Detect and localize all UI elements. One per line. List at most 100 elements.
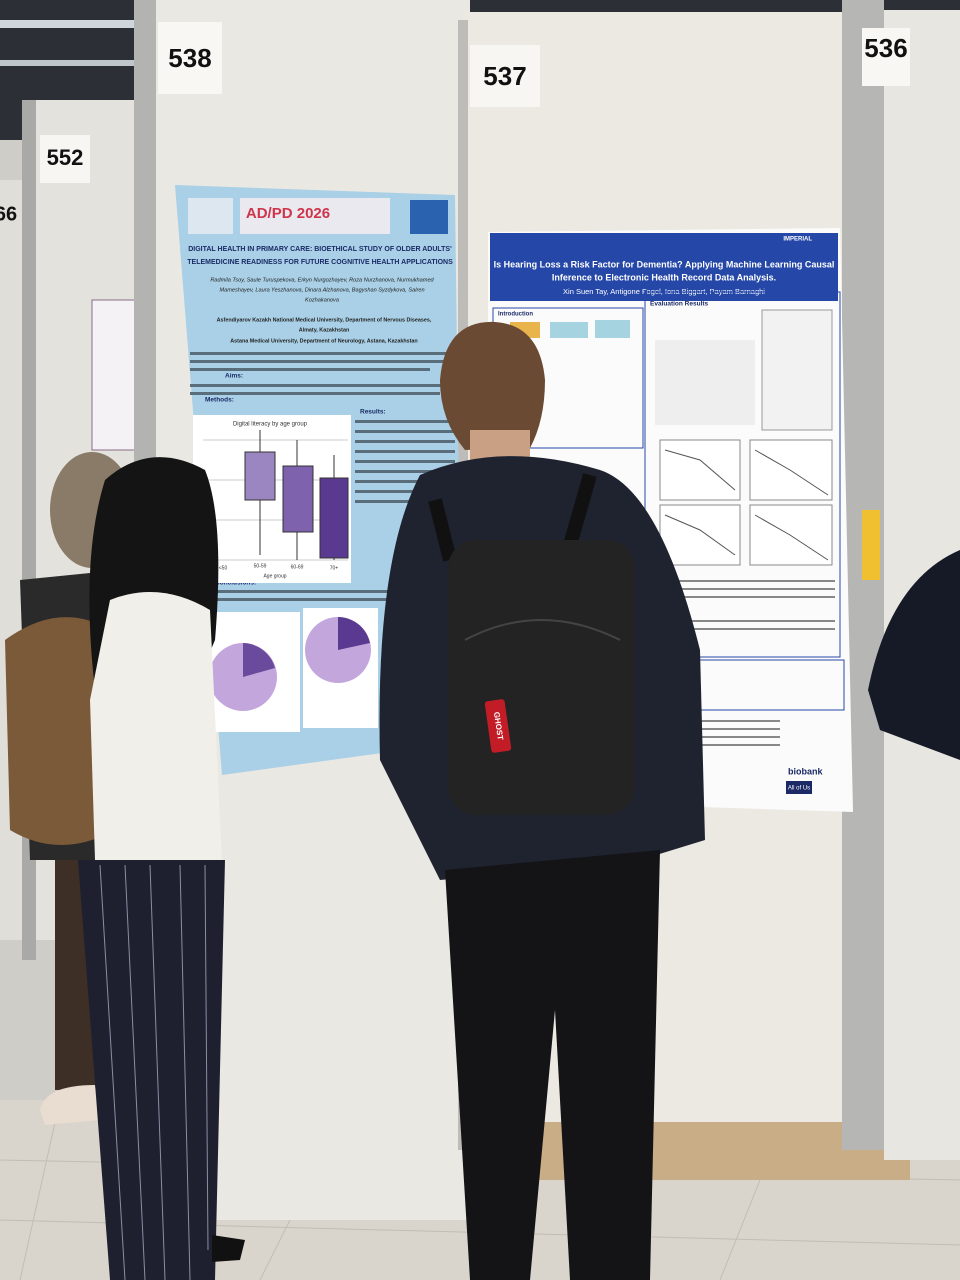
survival-plot	[749, 504, 833, 566]
trousers	[445, 850, 660, 1280]
board-number-card	[40, 135, 90, 183]
poster-title: Is Hearing Loss a Risk Factor for Dement…	[494, 259, 835, 282]
flow-box	[550, 322, 588, 338]
shape	[204, 864, 209, 1251]
table	[655, 340, 755, 425]
x-tick-label: 50-59	[254, 563, 267, 569]
person-edge	[868, 550, 960, 760]
pie-slice	[243, 643, 275, 677]
body-text	[190, 352, 455, 601]
shape	[355, 500, 455, 503]
title-line: DIGITAL HEALTH IN PRIMARY CARE: BIOETHIC…	[188, 246, 452, 253]
survival-plot	[659, 504, 741, 566]
board-number: 552	[47, 145, 84, 170]
author-line: Radmila Tsoy, Saule Turuspekova, Erkyn N…	[210, 277, 434, 283]
plot-axis: <50 50-59 60-69 70+ Age group	[219, 563, 339, 579]
boxes	[244, 430, 349, 560]
shape	[355, 450, 455, 453]
blouse	[90, 592, 222, 860]
shoe	[212, 1235, 245, 1262]
section-heading: Methods:	[205, 397, 234, 404]
shape	[190, 352, 450, 355]
shape	[190, 368, 430, 371]
authors: Xin Suen Tay, Antigone Fogel, Iona Bigga…	[563, 287, 765, 296]
shape	[719, 1179, 761, 1280]
shape	[355, 460, 455, 463]
conference-banner	[240, 198, 390, 234]
board-number-card	[470, 45, 540, 107]
ceiling-light	[0, 20, 140, 28]
section-heading: Results:	[360, 409, 386, 416]
neck	[470, 430, 530, 460]
section-heading: Introduction	[498, 312, 533, 318]
shape	[355, 480, 455, 483]
author-line: Mameshayev, Laura Yeszhanova, Dinara Alz…	[219, 287, 424, 293]
affiliation-line: Almaty, Kazakhstan	[299, 327, 350, 333]
board-number-card	[158, 22, 222, 94]
x-axis-label: Age group	[263, 573, 286, 579]
board-number: 66	[0, 203, 17, 225]
shape	[190, 384, 450, 387]
tape	[862, 510, 880, 580]
shape	[200, 598, 450, 601]
shape	[355, 490, 455, 493]
shape	[190, 360, 450, 363]
x-tick-label: 60-69	[291, 564, 304, 570]
sponsor: biobank	[788, 766, 823, 776]
shape	[660, 628, 835, 630]
affiliation-line: Asfendiyarov Kazakh National Medical Uni…	[217, 317, 432, 323]
poster-header	[490, 233, 838, 301]
shape	[149, 864, 166, 1280]
shape	[99, 864, 126, 1280]
shape	[660, 720, 780, 722]
forest-plot	[761, 309, 833, 431]
sponsor: All of Us	[788, 786, 810, 792]
board-number: 537	[483, 61, 526, 91]
shoe	[40, 1085, 100, 1125]
shape	[19, 1099, 61, 1280]
shape	[200, 590, 450, 593]
section-heading: Aims:	[225, 373, 243, 380]
bag-tag	[484, 699, 512, 753]
section-headings: Aims: Methods: Results: Conclusions:	[205, 373, 386, 587]
backpack	[5, 617, 115, 845]
title-line: TELEMEDICINE READINESS FOR FUTURE COGNIT…	[187, 259, 453, 266]
curves	[664, 449, 829, 561]
title-line: Inference to Electronic Health Record Da…	[552, 272, 776, 282]
survival-plot	[659, 439, 741, 501]
shape	[660, 744, 780, 746]
sponsor-logo	[786, 781, 812, 794]
shape	[355, 440, 455, 443]
shape	[660, 580, 835, 582]
plot-title: Digital literacy by age group	[233, 422, 308, 428]
backpack-zip	[464, 619, 621, 641]
survival-plot	[749, 439, 833, 501]
pie-slice	[338, 617, 370, 650]
board-number-card	[862, 28, 910, 86]
section-heading: Conclusions:	[215, 580, 256, 587]
results-box	[644, 291, 841, 658]
logo	[188, 198, 233, 234]
shape	[355, 430, 455, 433]
affiliation-line: Astana Medical University, Department of…	[230, 338, 417, 344]
flow-box	[595, 320, 630, 338]
shape	[355, 420, 455, 423]
bag-tag-text: GHOST	[492, 711, 505, 741]
affiliations: Asfendiyarov Kazakh National Medical Uni…	[217, 317, 432, 344]
ceiling-light	[0, 60, 140, 66]
authors: Radmila Tsoy, Saule Turuspekova, Erkyn N…	[210, 277, 434, 303]
shape	[244, 451, 276, 501]
board-number: 538	[168, 43, 211, 73]
person-hair	[440, 321, 545, 450]
shape	[660, 728, 780, 730]
shape	[660, 588, 835, 590]
poster-title: DIGITAL HEALTH IN PRIMARY CARE: BIOETHIC…	[187, 246, 453, 266]
shape	[660, 596, 835, 598]
x-tick-label: 70+	[330, 565, 339, 571]
shape	[190, 392, 440, 395]
backpack-straps	[428, 473, 597, 562]
body-text	[660, 580, 835, 746]
shape	[179, 864, 191, 1280]
shape	[660, 736, 780, 738]
logo	[410, 200, 448, 234]
